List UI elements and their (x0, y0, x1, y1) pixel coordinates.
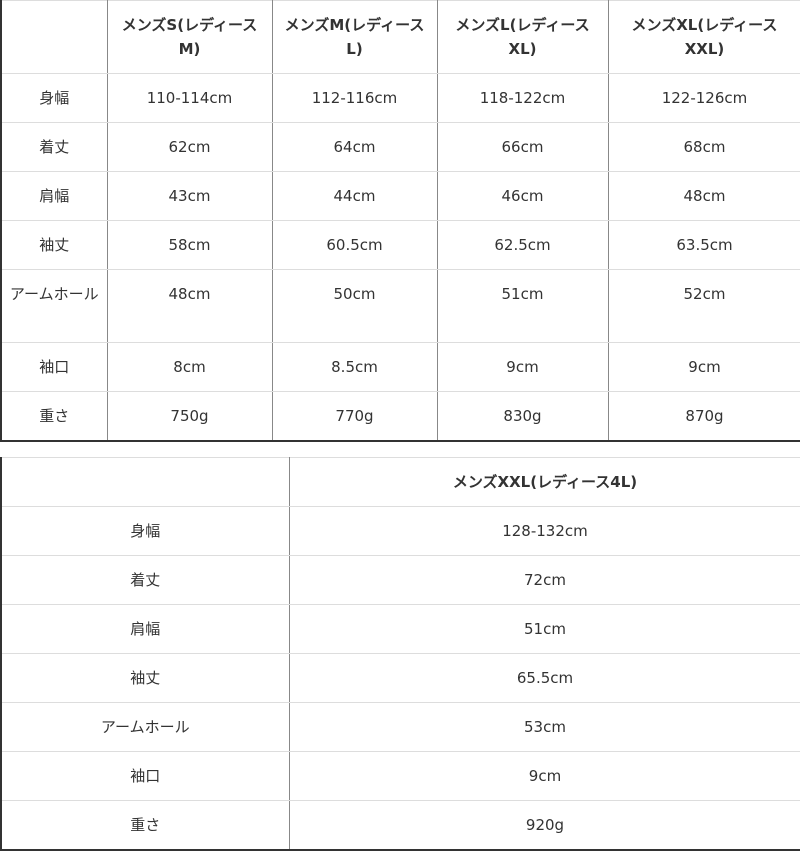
table-row: 袖丈 65.5cm (0, 653, 800, 703)
row-label: 肩幅 (0, 171, 108, 221)
table-cell: 9cm (436, 342, 609, 392)
table-cell: 52cm (607, 269, 800, 343)
table-row: 重さ 920g (0, 800, 800, 851)
table-cell: 122-126cm (607, 73, 800, 123)
size-table-xxl: メンズXXL(レディース4L) 身幅 128-132cm 着丈 72cm 肩幅 51cm 袖… (0, 457, 800, 851)
table-cell: 8.5cm (271, 342, 438, 392)
table-cell: 68cm (607, 122, 800, 172)
table-cell: 66cm (436, 122, 609, 172)
table-cell: 44cm (271, 171, 438, 221)
table-row: 袖口 8cm 8.5cm 9cm 9cm (0, 342, 800, 392)
table-cell: 58cm (106, 220, 273, 270)
table-cell: 62cm (106, 122, 273, 172)
table-row: 着丈 72cm (0, 555, 800, 605)
table-row: 身幅 128-132cm (0, 506, 800, 556)
row-label: 袖口 (0, 342, 108, 392)
size-table-s-to-xl: メンズS(レディースM) メンズM(レディースL) メンズL(レディースXL) … (0, 0, 800, 442)
table-row: 袖丈 58cm 60.5cm 62.5cm 63.5cm (0, 220, 800, 270)
row-label: 重さ (0, 800, 290, 851)
table-row: アームホール 53cm (0, 702, 800, 752)
row-label: 袖丈 (0, 220, 108, 270)
table-row: 肩幅 51cm (0, 604, 800, 654)
table-cell: 72cm (288, 555, 800, 605)
row-label: 身幅 (0, 506, 290, 556)
table-cell: 48cm (106, 269, 273, 343)
table-cell: 112-116cm (271, 73, 438, 123)
table-cell: 770g (271, 391, 438, 442)
table-cell: 118-122cm (436, 73, 609, 123)
table-cell: 60.5cm (271, 220, 438, 270)
table-cell: 65.5cm (288, 653, 800, 703)
table-cell: 62.5cm (436, 220, 609, 270)
table-cell: 8cm (106, 342, 273, 392)
header-cell-m: メンズM(レディースL) (271, 0, 438, 74)
table-cell: 63.5cm (607, 220, 800, 270)
table-cell: 830g (436, 391, 609, 442)
table-cell: 43cm (106, 171, 273, 221)
table-cell: 48cm (607, 171, 800, 221)
table-cell: 9cm (607, 342, 800, 392)
header-cell-s: メンズS(レディースM) (106, 0, 273, 74)
table-cell: 750g (106, 391, 273, 442)
header-cell-xxl: メンズXXL(レディース4L) (288, 457, 800, 507)
table-row: 着丈 62cm 64cm 66cm 68cm (0, 122, 800, 172)
header-cell-empty (0, 0, 108, 74)
table-cell: 51cm (288, 604, 800, 654)
table-row: アームホール 48cm 50cm 51cm 52cm (0, 269, 800, 343)
table-cell: 46cm (436, 171, 609, 221)
header-row: メンズXXL(レディース4L) (0, 457, 800, 507)
header-cell-l: メンズL(レディースXL) (436, 0, 609, 74)
table-cell: 50cm (271, 269, 438, 343)
row-label: アームホール (0, 269, 108, 343)
header-cell-empty (0, 457, 290, 507)
table-row: 袖口 9cm (0, 751, 800, 801)
row-label: 肩幅 (0, 604, 290, 654)
table-cell: 870g (607, 391, 800, 442)
row-label: 身幅 (0, 73, 108, 123)
row-label: 重さ (0, 391, 108, 442)
table-cell: 110-114cm (106, 73, 273, 123)
table-cell: 128-132cm (288, 506, 800, 556)
table-row: 肩幅 43cm 44cm 46cm 48cm (0, 171, 800, 221)
row-label: 着丈 (0, 122, 108, 172)
row-label: 着丈 (0, 555, 290, 605)
table-row: 身幅 110-114cm 112-116cm 118-122cm 122-126cm (0, 73, 800, 123)
row-label: 袖丈 (0, 653, 290, 703)
table-cell: 53cm (288, 702, 800, 752)
table-row: 重さ 750g 770g 830g 870g (0, 391, 800, 442)
table-cell: 64cm (271, 122, 438, 172)
header-cell-xl: メンズXL(レディースXXL) (607, 0, 800, 74)
table-cell: 920g (288, 800, 800, 851)
row-label: アームホール (0, 702, 290, 752)
table-cell: 51cm (436, 269, 609, 343)
table-cell: 9cm (288, 751, 800, 801)
row-label: 袖口 (0, 751, 290, 801)
header-row: メンズS(レディースM) メンズM(レディースL) メンズL(レディースXL) … (0, 0, 800, 74)
